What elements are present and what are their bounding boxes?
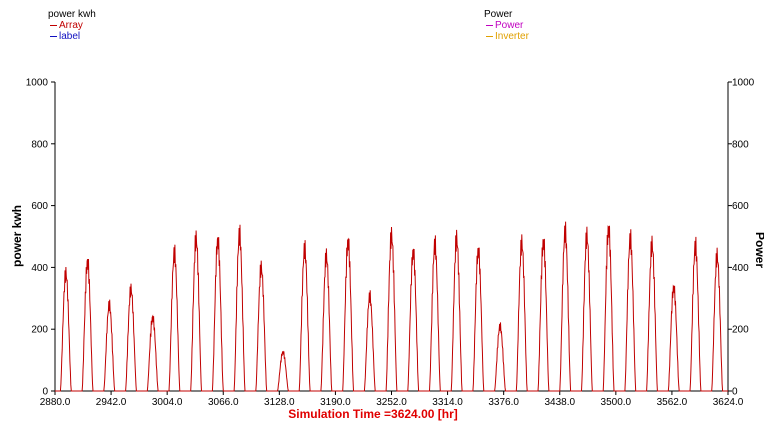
right-y-ticks: 0 200 400 600 800 1000 xyxy=(728,78,755,398)
x-tick-label: 3376.0 xyxy=(488,397,519,408)
x-tick-label: 3252.0 xyxy=(376,397,407,408)
y-tick-label-right: 600 xyxy=(732,201,749,212)
y-tick-label-left: 400 xyxy=(31,263,48,274)
left-y-ticks: 0 200 400 600 800 1000 xyxy=(26,78,55,398)
y-tick-label-right: 800 xyxy=(732,139,749,150)
left-legend-title: power kwh xyxy=(48,9,96,20)
legend-entry-array: Array xyxy=(48,20,96,31)
y-tick-label-right: 0 xyxy=(732,387,738,398)
x-tick-label: 3438.0 xyxy=(544,397,575,408)
right-legend: Power Power Inverter xyxy=(484,9,529,42)
left-legend: power kwh Array label xyxy=(48,9,96,42)
y-tick-label-left: 1000 xyxy=(26,78,49,89)
x-tick-label: 3624.0 xyxy=(713,397,744,408)
legend-label-array: Array xyxy=(59,20,83,31)
y-tick-label-left: 0 xyxy=(42,387,48,398)
x-axis-title: Simulation Time =3624.00 [hr] xyxy=(288,407,458,421)
y-tick-label-right: 1000 xyxy=(732,78,755,89)
right-legend-title: Power xyxy=(484,9,513,20)
x-tick-label: 2942.0 xyxy=(96,397,127,408)
x-tick-label: 3500.0 xyxy=(601,397,632,408)
x-tick-label: 3314.0 xyxy=(432,397,463,408)
y-axis-title-left: power kwh xyxy=(10,205,24,267)
x-tick-label: 3128.0 xyxy=(264,397,295,408)
y-tick-label-left: 600 xyxy=(31,201,48,212)
legend-entry-label: label xyxy=(48,31,96,42)
x-ticks: 2880.0 2942.0 3004.0 3066.0 3128.0 3190.0 3252… xyxy=(40,391,744,408)
x-tick-label: 3004.0 xyxy=(152,397,183,408)
legend-swatch xyxy=(50,24,57,26)
legend-label-inverter: Inverter xyxy=(495,31,529,42)
x-tick-label: 2880.0 xyxy=(40,397,71,408)
y-tick-label-right: 200 xyxy=(732,325,749,336)
legend-swatch xyxy=(486,24,493,26)
legend-swatch xyxy=(50,35,57,37)
legend-label-label: label xyxy=(59,31,81,42)
y-tick-label-left: 200 xyxy=(31,325,48,336)
x-tick-label: 3190.0 xyxy=(320,397,351,408)
y-tick-label-right: 400 xyxy=(732,263,749,274)
series-line-array xyxy=(55,221,728,392)
y-axis-title-right: Power xyxy=(753,232,764,268)
legend-swatch xyxy=(486,35,493,37)
legend-entry-power: Power xyxy=(484,20,529,31)
x-tick-label: 3562.0 xyxy=(657,397,688,408)
legend-entry-inverter: Inverter xyxy=(484,31,529,42)
x-tick-label: 3066.0 xyxy=(208,397,239,408)
legend-label-power: Power xyxy=(495,20,524,31)
y-tick-label-left: 800 xyxy=(31,139,48,150)
